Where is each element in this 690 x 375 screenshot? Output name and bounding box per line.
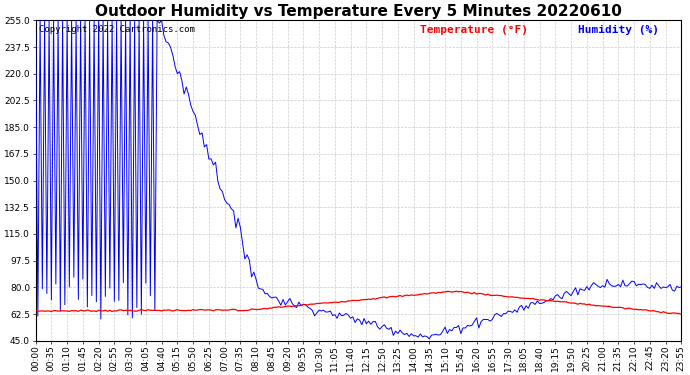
Text: Temperature (°F): Temperature (°F): [420, 25, 528, 35]
Text: Humidity (%): Humidity (%): [578, 25, 659, 35]
Title: Outdoor Humidity vs Temperature Every 5 Minutes 20220610: Outdoor Humidity vs Temperature Every 5 …: [95, 4, 622, 19]
Text: Copyright 2022 Cartronics.com: Copyright 2022 Cartronics.com: [39, 25, 195, 34]
